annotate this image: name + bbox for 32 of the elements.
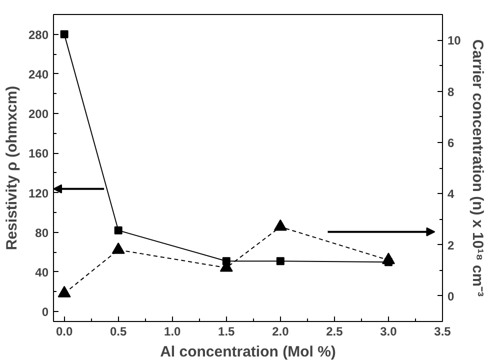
- y2-tick-label: 6: [448, 136, 454, 150]
- y-tick-label: 280: [28, 28, 49, 42]
- point: [114, 226, 122, 234]
- x-tick-label: 2.0: [272, 324, 290, 338]
- y-axis-title: Resistivity ρ (ohmxcm): [3, 86, 20, 250]
- y-tick-label: 200: [28, 107, 49, 122]
- x-tick-label: 0.5: [110, 324, 127, 338]
- y-tick-label: 240: [28, 67, 49, 82]
- y2-tick-label: 0: [448, 289, 454, 304]
- y2-axis-title: Carrier concentration (n) x 10¹⁸ cm⁻³: [468, 39, 486, 297]
- y2-tick-label: 2: [448, 238, 454, 252]
- y2-tick-label: 8: [448, 84, 454, 99]
- point: [276, 257, 284, 266]
- y-tick-label: 80: [35, 226, 49, 240]
- x-tick-label: 2.5: [326, 324, 344, 338]
- y-tick-label: 160: [28, 146, 49, 161]
- point: [60, 30, 68, 38]
- y-tick-label: 0: [42, 305, 49, 320]
- y-tick-label: 40: [35, 265, 49, 280]
- x-axis-title: Al concentration (Mol %): [160, 344, 336, 360]
- point: [58, 286, 71, 298]
- point: [274, 219, 287, 231]
- y2-tick-label: 4: [448, 187, 454, 202]
- y-tick-label: 120: [28, 186, 49, 200]
- x-tick-label: 1.5: [218, 324, 236, 338]
- point: [112, 242, 125, 254]
- point: [382, 252, 395, 264]
- x-tick-label: 1.0: [164, 324, 182, 338]
- x-tick-label: 3.0: [380, 324, 398, 338]
- x-tick-label: 0.0: [56, 324, 73, 338]
- y2-tick-label: 10: [448, 34, 462, 48]
- x-tick-label: 3.5: [434, 324, 452, 338]
